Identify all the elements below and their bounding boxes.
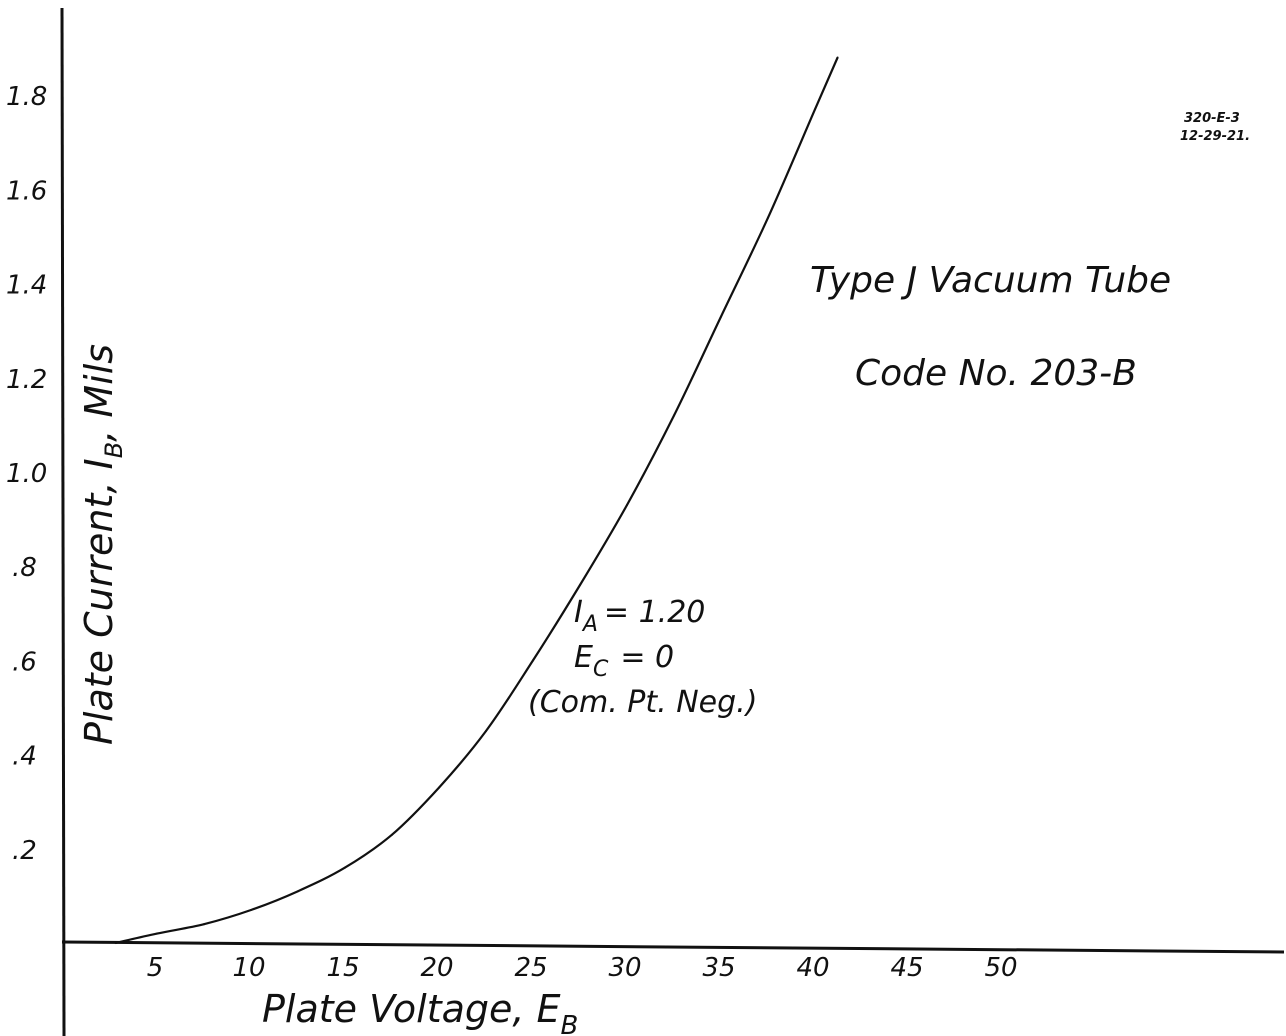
- y-tick-label: 1.8: [6, 82, 47, 112]
- annotation-ia: IA = 1.20: [574, 595, 705, 637]
- series-point: [344, 866, 346, 869]
- series-point: [767, 216, 769, 219]
- x-tick-label: 35: [702, 953, 735, 983]
- x-axis-title: Plate Voltage, EB: [262, 987, 578, 1036]
- chart-axes: [60, 7, 1285, 1036]
- x-tick-label: 5: [147, 953, 164, 983]
- series-point: [626, 504, 628, 506]
- y-tick-label: .8: [12, 553, 37, 583]
- annotation-ec: EC = 0: [574, 640, 674, 682]
- series-point: [156, 932, 158, 935]
- series-point: [579, 584, 581, 586]
- x-tick-label: 25: [514, 953, 547, 983]
- x-tick-label: 20: [420, 953, 453, 983]
- series-point: [391, 833, 393, 836]
- x-tick-label: 30: [608, 953, 641, 983]
- series-point: [485, 730, 487, 732]
- y-tick-label: .4: [12, 742, 37, 772]
- x-tick-label: 40: [796, 953, 829, 983]
- series-point: [673, 414, 675, 417]
- y-tick-labels: .2 .4 .6 .8 1.0 1.2 1.4 1.6 1.8: [6, 82, 47, 866]
- y-axis-line: [60, 7, 66, 1036]
- y-tick-label: .6: [12, 647, 37, 677]
- x-tick-label: 10: [232, 953, 265, 983]
- y-tick-label: 1.2: [6, 365, 47, 395]
- series-point: [438, 786, 440, 789]
- drawing-date-stamp: 12-29-21.: [1180, 129, 1250, 144]
- y-tick-label: 1.6: [6, 176, 47, 206]
- chart-subtitle: Code No. 203-B: [855, 353, 1137, 394]
- y-tick-label: .2: [12, 836, 37, 866]
- series-layer: [114, 56, 839, 945]
- series-point: [203, 923, 205, 926]
- series-point: [297, 890, 299, 893]
- series-point: [720, 315, 722, 318]
- series-point: [532, 659, 534, 662]
- series-line-0: [115, 57, 839, 945]
- x-axis-line: [61, 940, 1285, 954]
- series-point: [836, 56, 839, 59]
- x-tick-labels: 5 10 15 20 25 30 35 40 45 50: [147, 953, 1018, 983]
- y-axis-title: Plate Current, IB, Mils: [77, 344, 128, 745]
- drawing-number-stamp: 320-E-3: [1184, 111, 1240, 126]
- chart-title: Type J Vacuum Tube: [810, 260, 1171, 301]
- annotation-note: (Com. Pt. Neg.): [528, 685, 757, 720]
- x-tick-label: 45: [890, 953, 923, 983]
- series-point: [114, 942, 117, 944]
- y-tick-label: 1.4: [6, 271, 47, 301]
- series-point: [250, 909, 252, 911]
- x-tick-label: 15: [326, 953, 359, 983]
- x-tick-label: 50: [984, 953, 1017, 983]
- series-point: [814, 108, 816, 111]
- y-tick-label: 1.0: [6, 459, 47, 489]
